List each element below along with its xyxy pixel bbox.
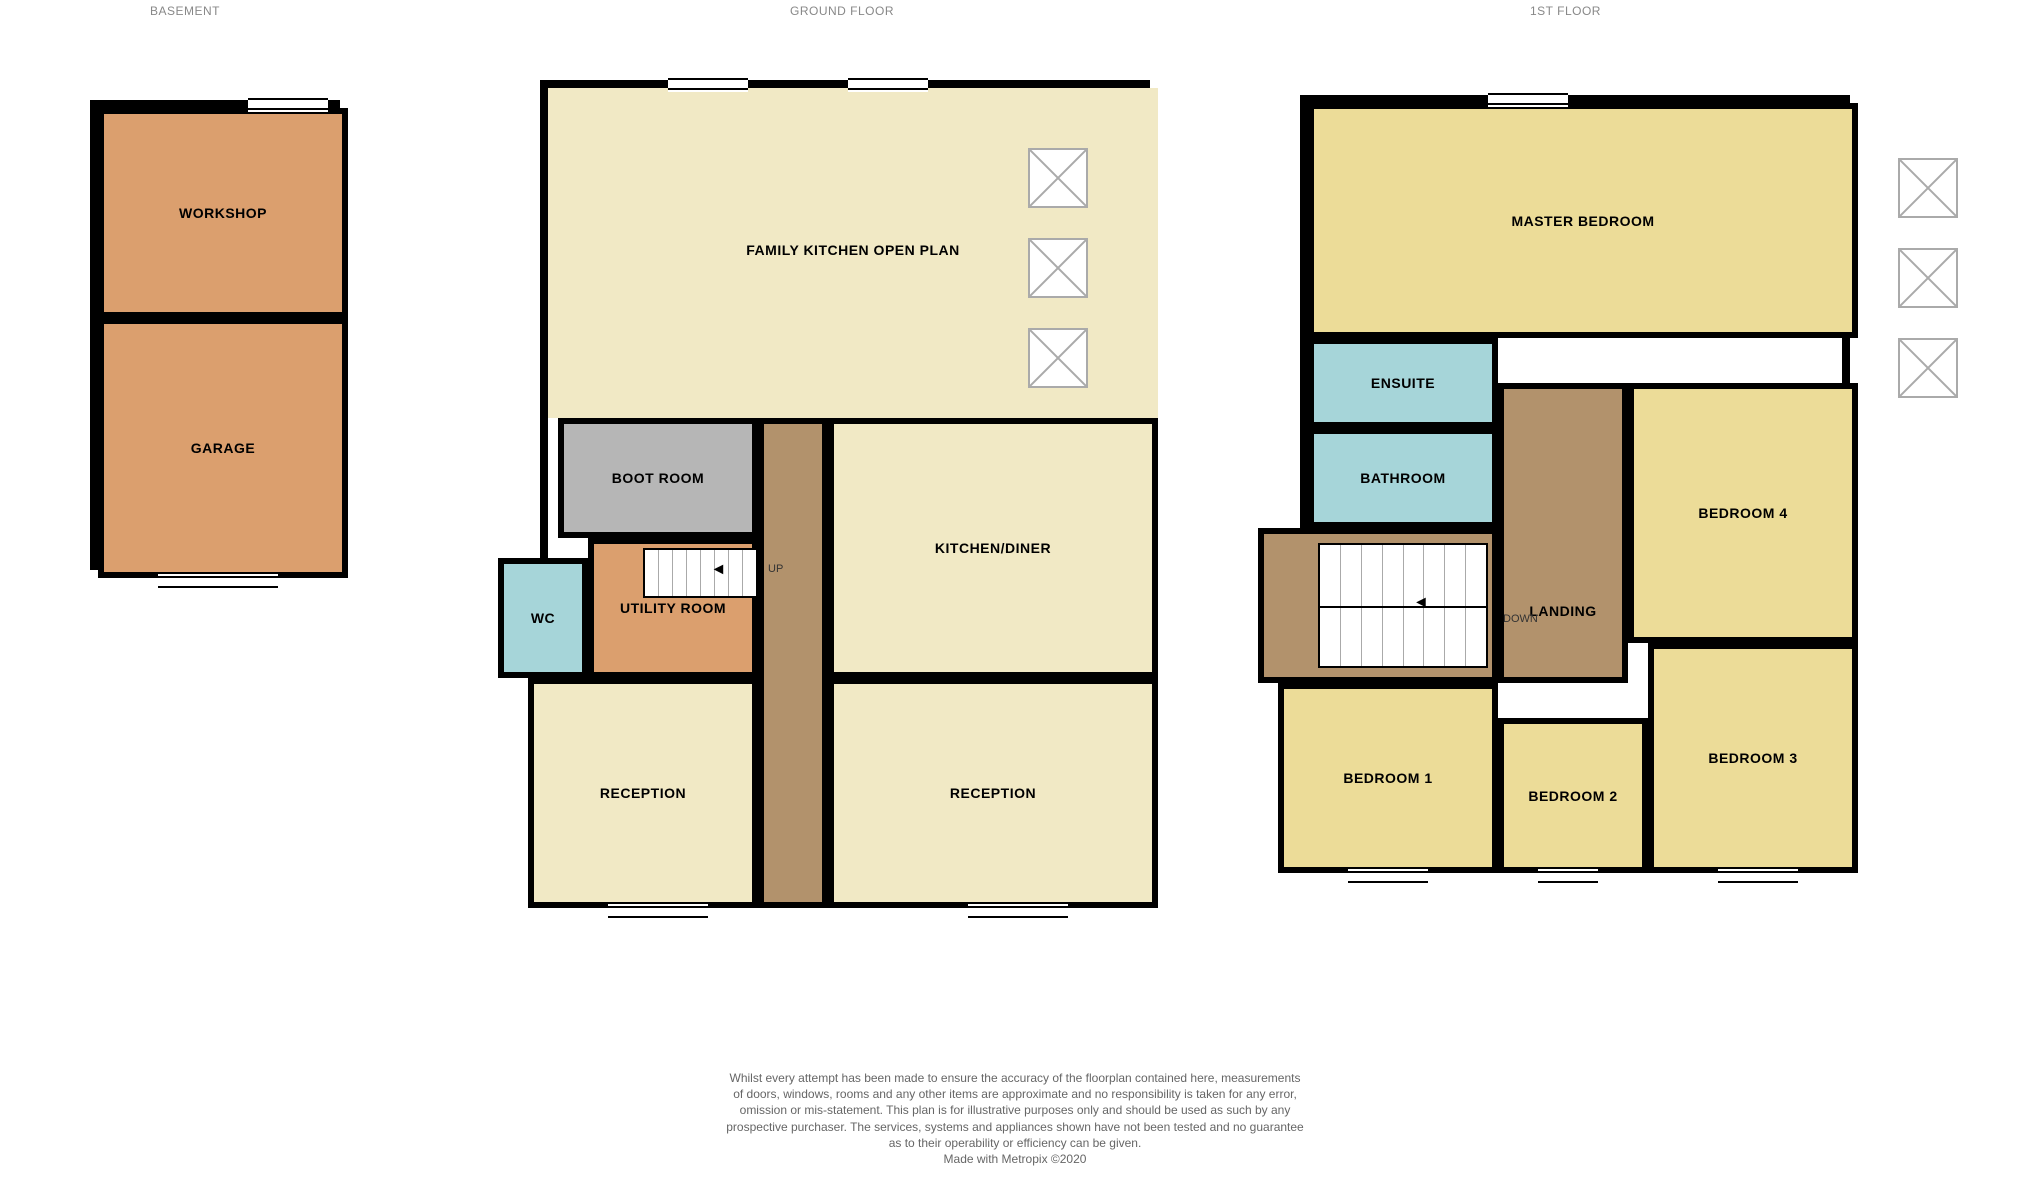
basement-title: BASEMENT — [150, 4, 220, 18]
ground-title: GROUND FLOOR — [790, 4, 894, 18]
room-label: BEDROOM 3 — [1704, 746, 1801, 770]
room-label: WC — [527, 606, 559, 630]
room: WC — [498, 558, 588, 678]
room-label: BEDROOM 2 — [1524, 784, 1621, 808]
room: GARAGE — [98, 318, 348, 578]
room-label: FAMILY KITCHEN OPEN PLAN — [742, 238, 963, 262]
room — [758, 418, 828, 908]
room-label: RECEPTION — [596, 781, 690, 805]
wall-window — [1538, 869, 1598, 885]
first-floor-plan: MASTER BEDROOM ENSUITE BATHROOM LANDING BEDR… — [1300, 95, 1850, 865]
window-marker — [1898, 338, 1958, 398]
wall-window — [608, 904, 708, 920]
disclaimer-line: as to their operability or efficiency ca… — [889, 1136, 1142, 1150]
stairs — [643, 548, 758, 598]
wall-window — [668, 76, 748, 92]
window-marker — [1028, 148, 1088, 208]
first-title: 1ST FLOOR — [1530, 4, 1601, 18]
stairs-arrow-icon: ◄ — [711, 561, 727, 579]
window-marker — [1028, 328, 1088, 388]
room: RECEPTION — [528, 678, 758, 908]
room-label: MASTER BEDROOM — [1507, 209, 1658, 233]
disclaimer-line: prospective purchaser. The services, sys… — [726, 1120, 1303, 1134]
wall-window — [968, 904, 1068, 920]
window-marker — [1898, 158, 1958, 218]
window-marker — [1028, 238, 1088, 298]
wall-window — [158, 574, 278, 590]
disclaimer-line: Made with Metropix ©2020 — [944, 1152, 1087, 1166]
room: BATHROOM — [1308, 428, 1498, 528]
room-label: WORKSHOP — [175, 201, 271, 225]
room: BEDROOM 2 — [1498, 718, 1648, 873]
room-label: BEDROOM 4 — [1694, 501, 1791, 525]
stairs-direction-label: DOWN — [1503, 613, 1538, 625]
room: WORKSHOP — [98, 108, 348, 318]
wall-window — [1718, 869, 1798, 885]
room-label: RECEPTION — [946, 781, 1040, 805]
room-label: BOOT ROOM — [608, 466, 708, 490]
room: BEDROOM 3 — [1648, 643, 1858, 873]
disclaimer-line: of doors, windows, rooms and any other i… — [733, 1087, 1297, 1101]
room: BEDROOM 4 — [1628, 383, 1858, 643]
disclaimer-line: Whilst every attempt has been made to en… — [730, 1071, 1301, 1085]
stairs-direction-label: UP — [768, 563, 783, 575]
room-label: BATHROOM — [1356, 466, 1449, 490]
room: BOOT ROOM — [558, 418, 758, 538]
wall-window — [248, 96, 328, 112]
room: LANDING — [1498, 383, 1628, 683]
room-label: BEDROOM 1 — [1339, 766, 1436, 790]
stairs — [1318, 606, 1488, 669]
room-label: UTILITY ROOM — [616, 596, 730, 620]
ground-floor-plan: FAMILY KITCHEN OPEN PLAN KITCHEN/DINER BOO… — [540, 80, 1150, 900]
room-label: KITCHEN/DINER — [931, 536, 1055, 560]
window-marker — [1898, 248, 1958, 308]
room: KITCHEN/DINER — [828, 418, 1158, 678]
room: BEDROOM 1 — [1278, 683, 1498, 873]
room: RECEPTION — [828, 678, 1158, 908]
wall-window — [848, 76, 928, 92]
wall-window — [1348, 869, 1428, 885]
room-label — [789, 659, 797, 667]
room-label: ENSUITE — [1367, 371, 1439, 395]
disclaimer-line: omission or mis-statement. This plan is … — [740, 1103, 1291, 1117]
basement-plan: WORKSHOP GARAGE — [90, 100, 340, 570]
room: MASTER BEDROOM — [1308, 103, 1858, 338]
disclaimer: Whilst every attempt has been made to en… — [620, 1070, 1410, 1167]
wall-window — [1488, 91, 1568, 107]
room: ENSUITE — [1308, 338, 1498, 428]
room-label: GARAGE — [187, 436, 259, 460]
